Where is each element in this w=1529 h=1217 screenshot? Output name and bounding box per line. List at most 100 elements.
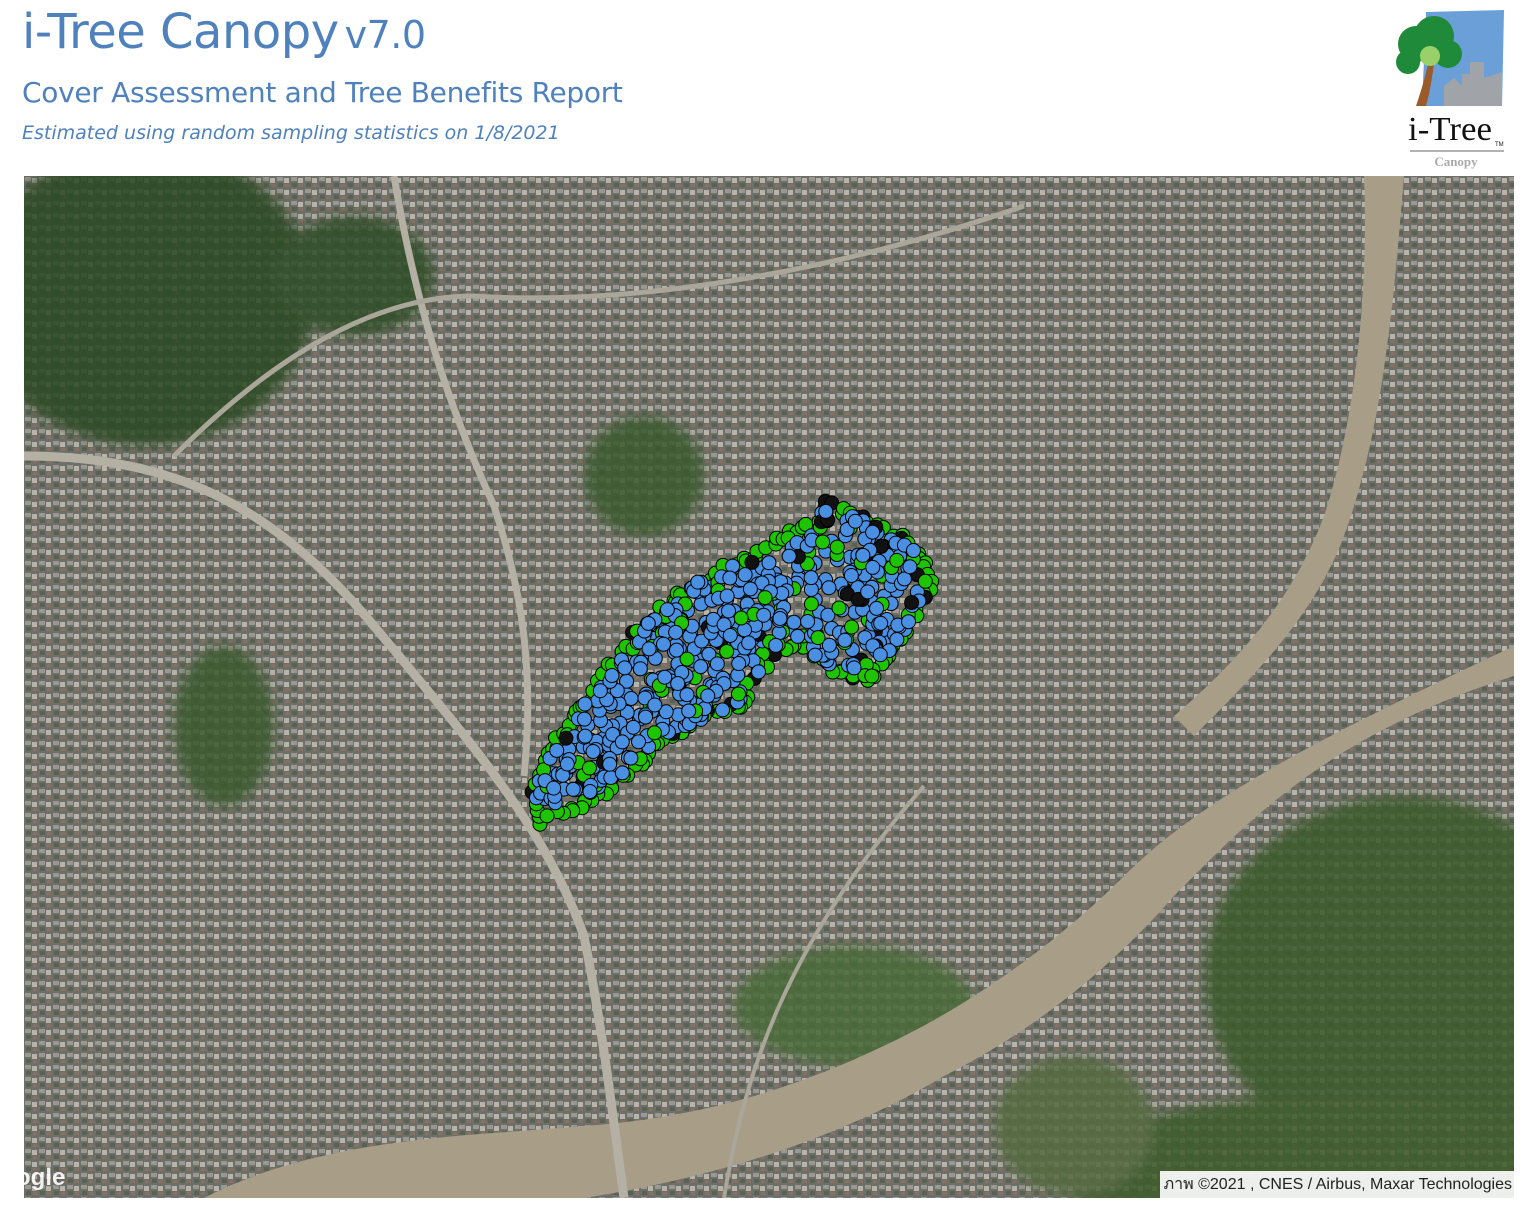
sample-point[interactable] xyxy=(679,651,695,667)
sample-point[interactable] xyxy=(546,780,562,796)
sample-point[interactable] xyxy=(846,660,862,676)
sample-point[interactable] xyxy=(539,808,555,824)
sample-point[interactable] xyxy=(641,641,657,657)
sample-point[interactable] xyxy=(655,636,671,652)
sample-point[interactable] xyxy=(768,637,784,653)
sample-point[interactable] xyxy=(872,647,888,663)
sample-point[interactable] xyxy=(744,554,760,570)
sample-point[interactable] xyxy=(741,635,757,651)
sample-point[interactable] xyxy=(617,660,633,676)
sample-point[interactable] xyxy=(733,610,749,626)
sample-point[interactable] xyxy=(829,539,845,555)
sample-point[interactable] xyxy=(837,632,853,648)
sample-point[interactable] xyxy=(889,552,905,568)
map-attribution[interactable]: ภาพ ©2021 , CNES / Airbus, Maxar Technol… xyxy=(1159,1171,1514,1198)
sample-point[interactable] xyxy=(559,756,575,772)
sample-point[interactable] xyxy=(803,596,819,612)
sample-point[interactable] xyxy=(577,696,593,712)
sample-point[interactable] xyxy=(756,607,772,623)
sample-point[interactable] xyxy=(731,686,747,702)
sample-point[interactable] xyxy=(844,619,860,635)
sample-point[interactable] xyxy=(647,697,663,713)
sample-point[interactable] xyxy=(810,630,826,646)
sample-point[interactable] xyxy=(549,742,565,758)
sample-point[interactable] xyxy=(679,687,695,703)
sample-point[interactable] xyxy=(681,703,697,719)
sample-point[interactable] xyxy=(646,725,662,741)
sample-point[interactable] xyxy=(558,730,574,746)
sample-point[interactable] xyxy=(731,656,747,672)
sample-point[interactable] xyxy=(604,668,620,684)
sample-point[interactable] xyxy=(742,581,758,597)
sample-point[interactable] xyxy=(631,734,647,750)
sample-point[interactable] xyxy=(632,661,648,677)
sample-point[interactable] xyxy=(772,610,788,626)
sample-point[interactable] xyxy=(614,765,630,781)
sample-point[interactable] xyxy=(873,615,889,631)
sample-point[interactable] xyxy=(638,709,654,725)
sample-point[interactable] xyxy=(623,750,639,766)
sample-point[interactable] xyxy=(722,570,738,586)
sample-point[interactable] xyxy=(904,595,920,611)
sample-point[interactable] xyxy=(901,614,917,630)
sample-point[interactable] xyxy=(807,647,823,663)
sample-point[interactable] xyxy=(581,760,597,776)
sample-point[interactable] xyxy=(820,607,836,623)
sample-point[interactable] xyxy=(737,567,753,583)
sample-point[interactable] xyxy=(700,688,716,704)
sample-point[interactable] xyxy=(821,637,837,653)
sample-point[interactable] xyxy=(757,590,773,606)
sample-point[interactable] xyxy=(821,580,837,596)
sample-point[interactable] xyxy=(576,711,592,727)
sample-point[interactable] xyxy=(790,628,806,644)
sample-point[interactable] xyxy=(585,744,601,760)
sample-point[interactable] xyxy=(786,614,802,630)
sample-point[interactable] xyxy=(577,728,593,744)
sample-point[interactable] xyxy=(917,573,933,589)
sample-point[interactable] xyxy=(818,503,834,519)
sample-point[interactable] xyxy=(831,600,847,616)
sample-point[interactable] xyxy=(614,734,630,750)
sample-point[interactable] xyxy=(659,602,675,618)
sample-point[interactable] xyxy=(855,547,871,563)
sample-point[interactable] xyxy=(668,624,684,640)
google-logo: ogle xyxy=(24,1164,66,1191)
sample-point[interactable] xyxy=(864,668,880,684)
sample-point[interactable] xyxy=(896,571,912,587)
sample-point[interactable] xyxy=(905,543,921,559)
sample-point[interactable] xyxy=(902,559,918,575)
sample-point[interactable] xyxy=(592,683,608,699)
sample-point[interactable] xyxy=(657,669,673,685)
sample-point[interactable] xyxy=(761,555,777,571)
sample-point[interactable] xyxy=(690,574,706,590)
sample-point[interactable] xyxy=(719,643,735,659)
sample-point[interactable] xyxy=(843,568,859,584)
sample-point[interactable] xyxy=(781,548,797,564)
sample-point[interactable] xyxy=(582,784,598,800)
sample-point[interactable] xyxy=(658,704,674,720)
sample-point[interactable] xyxy=(800,613,816,629)
sample-point[interactable] xyxy=(865,559,881,575)
satellite-map[interactable]: ogle ภาพ ©2021 , CNES / Airbus, Maxar Te… xyxy=(24,176,1514,1198)
sample-point[interactable] xyxy=(719,588,735,604)
sample-point[interactable] xyxy=(693,659,709,675)
sample-point[interactable] xyxy=(815,534,831,550)
sample-point[interactable] xyxy=(709,656,725,672)
sample-point[interactable] xyxy=(625,719,641,735)
sample-point[interactable] xyxy=(640,615,656,631)
sample-point[interactable] xyxy=(847,513,863,529)
sample-point[interactable] xyxy=(565,781,581,797)
logo-product: Canopy xyxy=(1434,154,1478,169)
sample-point[interactable] xyxy=(721,603,737,619)
sample-point[interactable] xyxy=(803,570,819,586)
sample-point[interactable] xyxy=(701,646,717,662)
sample-point[interactable] xyxy=(715,702,731,718)
sample-point[interactable] xyxy=(722,627,738,643)
sample-point[interactable] xyxy=(860,584,876,600)
sample-point[interactable] xyxy=(602,756,618,772)
sample-point[interactable] xyxy=(751,664,767,680)
sample-point[interactable] xyxy=(669,642,685,658)
sample-point[interactable] xyxy=(865,524,881,540)
sample-point[interactable] xyxy=(869,600,885,616)
sample-point[interactable] xyxy=(670,675,686,691)
